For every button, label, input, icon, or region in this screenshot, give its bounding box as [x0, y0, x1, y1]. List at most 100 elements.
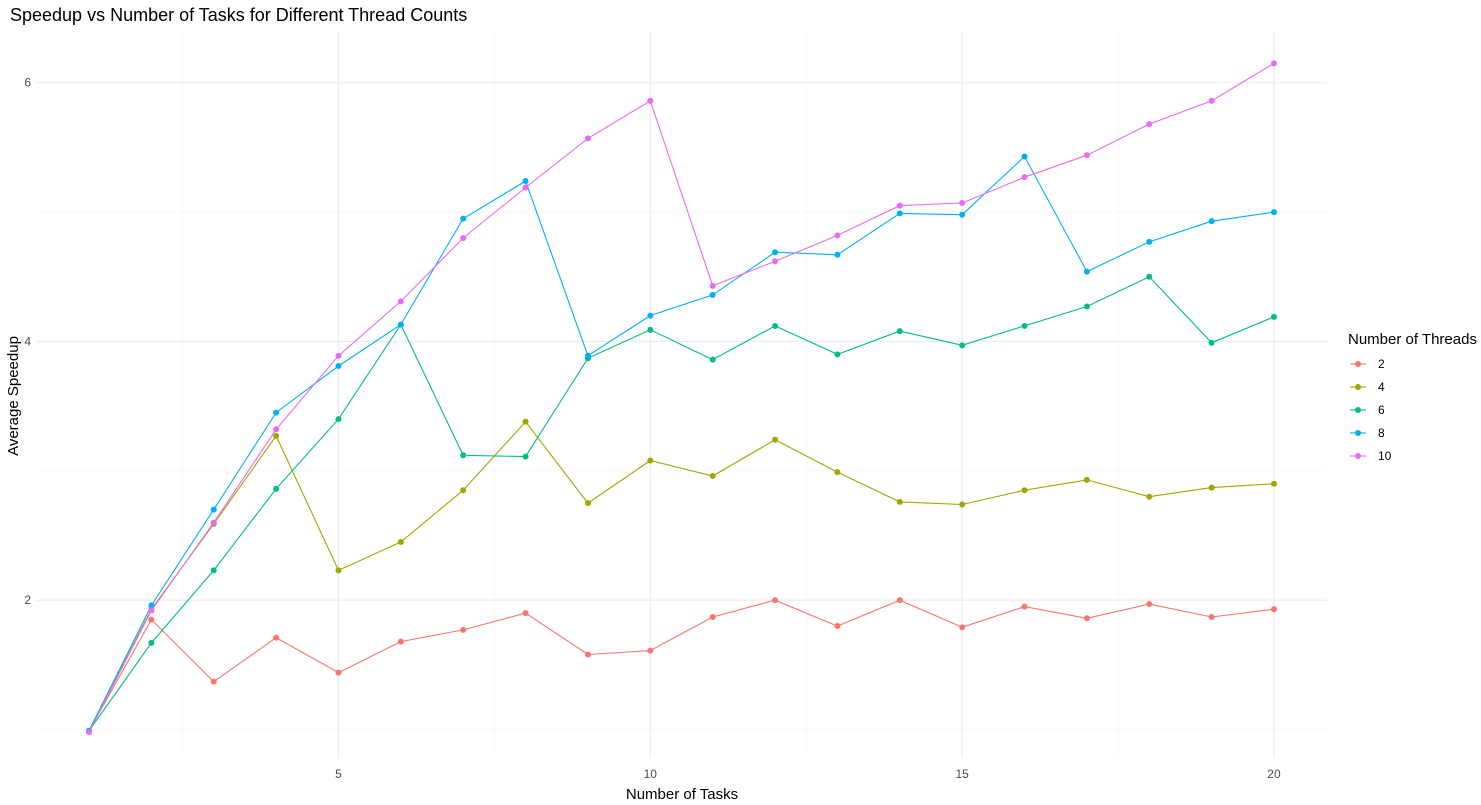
x-axis-title: Number of Tasks [626, 786, 738, 803]
legend-item-6: 6 [1350, 403, 1385, 417]
data-point [335, 669, 342, 676]
data-point [1270, 606, 1277, 613]
data-point [1146, 601, 1153, 608]
legend-key-point [1355, 407, 1361, 413]
series-8 [86, 153, 1277, 734]
data-point [273, 485, 280, 492]
data-point [896, 202, 903, 209]
legend-title: Number of Threads [1348, 331, 1477, 348]
series-6 [86, 273, 1277, 734]
data-point [647, 97, 654, 104]
data-point [1208, 484, 1215, 491]
legend-label: 4 [1378, 380, 1385, 394]
data-point [959, 501, 966, 508]
data-point [896, 328, 903, 335]
data-point [210, 567, 217, 574]
data-point [460, 452, 467, 459]
legend-label: 2 [1378, 357, 1385, 371]
data-point [460, 487, 467, 494]
x-tick-label: 10 [644, 767, 658, 781]
x-tick-label: 20 [1267, 767, 1281, 781]
data-point [522, 453, 529, 460]
legend-key-point [1355, 430, 1361, 436]
data-point [1146, 273, 1153, 280]
data-point [1208, 339, 1215, 346]
data-point [335, 567, 342, 574]
data-point [460, 215, 467, 222]
data-point [522, 178, 529, 185]
data-point [1021, 487, 1028, 494]
series-4 [86, 418, 1277, 734]
x-tick-label: 5 [335, 767, 342, 781]
data-point [959, 624, 966, 631]
data-point [1021, 322, 1028, 329]
data-point [647, 647, 654, 654]
data-point [522, 610, 529, 617]
data-point [896, 597, 903, 604]
data-point [1270, 480, 1277, 487]
series-line [88, 155, 1275, 732]
data-point [273, 432, 280, 439]
data-point [460, 626, 467, 633]
series-2 [86, 597, 1277, 734]
data-point [834, 351, 841, 358]
series-line [88, 62, 1275, 733]
data-point [397, 321, 404, 328]
data-point [1083, 152, 1090, 159]
legend-label: 10 [1378, 449, 1392, 463]
data-point [522, 184, 529, 191]
legend-key-point [1355, 453, 1361, 459]
data-point [273, 409, 280, 416]
series-line [88, 276, 1275, 732]
data-point [1146, 121, 1153, 128]
data-point [522, 418, 529, 425]
data-point [460, 234, 467, 241]
data-point [647, 312, 654, 319]
data-point [584, 135, 591, 142]
legend-item-2: 2 [1350, 357, 1385, 371]
data-point [709, 613, 716, 620]
grid [36, 31, 1327, 758]
data-point [148, 639, 155, 646]
data-point [210, 678, 217, 685]
x-tick-label: 15 [955, 767, 969, 781]
data-point [1270, 209, 1277, 216]
series-group [86, 60, 1277, 736]
data-point [1021, 153, 1028, 160]
data-point [148, 607, 155, 614]
data-point [1083, 476, 1090, 483]
legend-item-8: 8 [1350, 426, 1385, 440]
data-point [584, 651, 591, 658]
legend-label: 8 [1378, 426, 1385, 440]
data-point [896, 498, 903, 505]
data-point [1021, 174, 1028, 181]
data-point [1146, 238, 1153, 245]
data-point [148, 616, 155, 623]
data-point [772, 322, 779, 329]
data-point [834, 469, 841, 476]
data-point [584, 500, 591, 507]
legend: Number of Threads 2 4 6 8 10 [1348, 331, 1477, 463]
data-point [210, 506, 217, 513]
data-point [273, 634, 280, 641]
y-axis-ticks: 2 4 6 [24, 76, 31, 607]
data-point [1208, 218, 1215, 225]
data-point [772, 258, 779, 265]
data-point [273, 426, 280, 433]
y-tick-label: 4 [24, 334, 31, 348]
data-point [772, 436, 779, 443]
legend-item-10: 10 [1350, 449, 1392, 463]
data-point [647, 326, 654, 333]
y-tick-label: 2 [24, 593, 31, 607]
data-point [834, 623, 841, 630]
data-point [1208, 613, 1215, 620]
data-point [959, 211, 966, 218]
chart-title: Speedup vs Number of Tasks for Different… [10, 5, 467, 25]
data-point [1270, 60, 1277, 67]
data-point [834, 232, 841, 239]
data-point [772, 249, 779, 256]
data-point [834, 251, 841, 258]
legend-key-point [1355, 384, 1361, 390]
data-point [959, 200, 966, 207]
